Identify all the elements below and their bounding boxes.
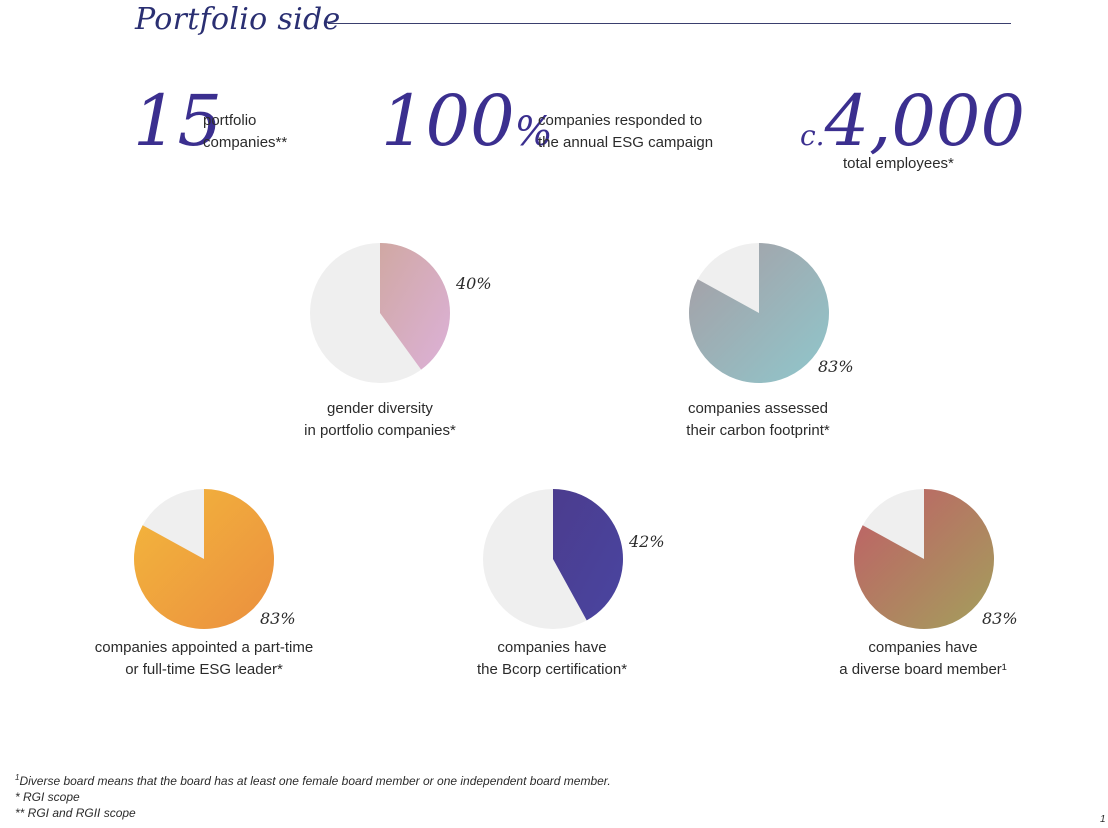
stat-portfolio-line-2: companies** [203,134,288,151]
stat-employees-line-1: total employees* [843,155,954,172]
pie-gender-diversity-label: 40% [456,274,492,293]
stat-portfolio-number: 15 [133,80,223,162]
pie-bcorp [483,489,623,629]
pie-carbon-footprint-caption: companies assessed their carbon footprin… [598,398,918,442]
caption-line-2: a diverse board member¹ [839,661,1007,678]
pie-esg-leader-label: 83% [260,609,296,628]
pie-slice-value [553,489,623,621]
stat-response-line-1: companies responded to [538,112,703,129]
stat-response-number: 100% [381,86,553,156]
footnote-2: * RGI scope [15,790,80,804]
stat-response-suffix: % [514,109,553,155]
stat-portfolio-text: portfolio companies** [203,110,287,154]
page-number: 1 [1100,814,1106,825]
pie-diverse-board-caption: companies have a diverse board member¹ [763,637,1083,681]
pie-gender-diversity-caption: gender diversity in portfolio companies* [220,398,540,442]
stat-employees-prefix: c. [800,119,825,152]
page-title: Portfolio side [135,2,341,37]
caption-line-1: gender diversity [327,400,433,417]
stat-employees-value: 4,000 [824,80,1025,162]
caption-line-1: companies assessed [687,400,829,417]
stat-response-line-2: the annual ESG campaign [538,134,714,151]
pie-bcorp-label: 42% [629,532,665,551]
pie-diverse-board-label: 83% [982,609,1018,628]
caption-line-2: in portfolio companies* [304,422,456,439]
caption-line-1: companies have [868,639,978,656]
pie-diverse-board [854,489,994,629]
footnote-1-mark: 1 [15,773,20,782]
stat-portfolio-line-1: portfolio [203,112,257,129]
caption-line-1: companies appointed a part-time [94,639,314,656]
pie-gender-diversity [310,243,450,383]
caption-line-2: their carbon footprint* [686,422,830,439]
pie-carbon-footprint [689,243,829,383]
footnote-1: 1Diverse board means that the board has … [15,770,1095,789]
footnotes: 1Diverse board means that the board has … [15,770,1095,821]
stat-employees-text: total employees* [843,153,954,175]
stat-response-text: companies responded to the annual ESG ca… [538,110,713,154]
title-divider [328,23,1011,24]
stat-response-value: 100 [381,80,515,162]
pie-bcorp-caption: companies have the Bcorp certification* [392,637,712,681]
pie-slice-value [854,489,994,629]
footnote-3: ** RGI and RGII scope [15,806,136,820]
stat-employees-number: c.4,000 [800,86,1025,156]
pie-slice-value [689,243,829,383]
caption-line-1: companies have [497,639,607,656]
pie-esg-leader [134,489,274,629]
pie-esg-leader-caption: companies appointed a part-time or full-… [44,637,364,681]
caption-line-2: or full-time ESG leader* [125,661,283,678]
caption-line-2: the Bcorp certification* [476,661,628,678]
footnote-1-text: Diverse board means that the board has a… [19,774,611,788]
pie-slice-value [380,243,450,370]
pie-slice-value [134,489,274,629]
pie-carbon-footprint-label: 83% [818,357,854,376]
